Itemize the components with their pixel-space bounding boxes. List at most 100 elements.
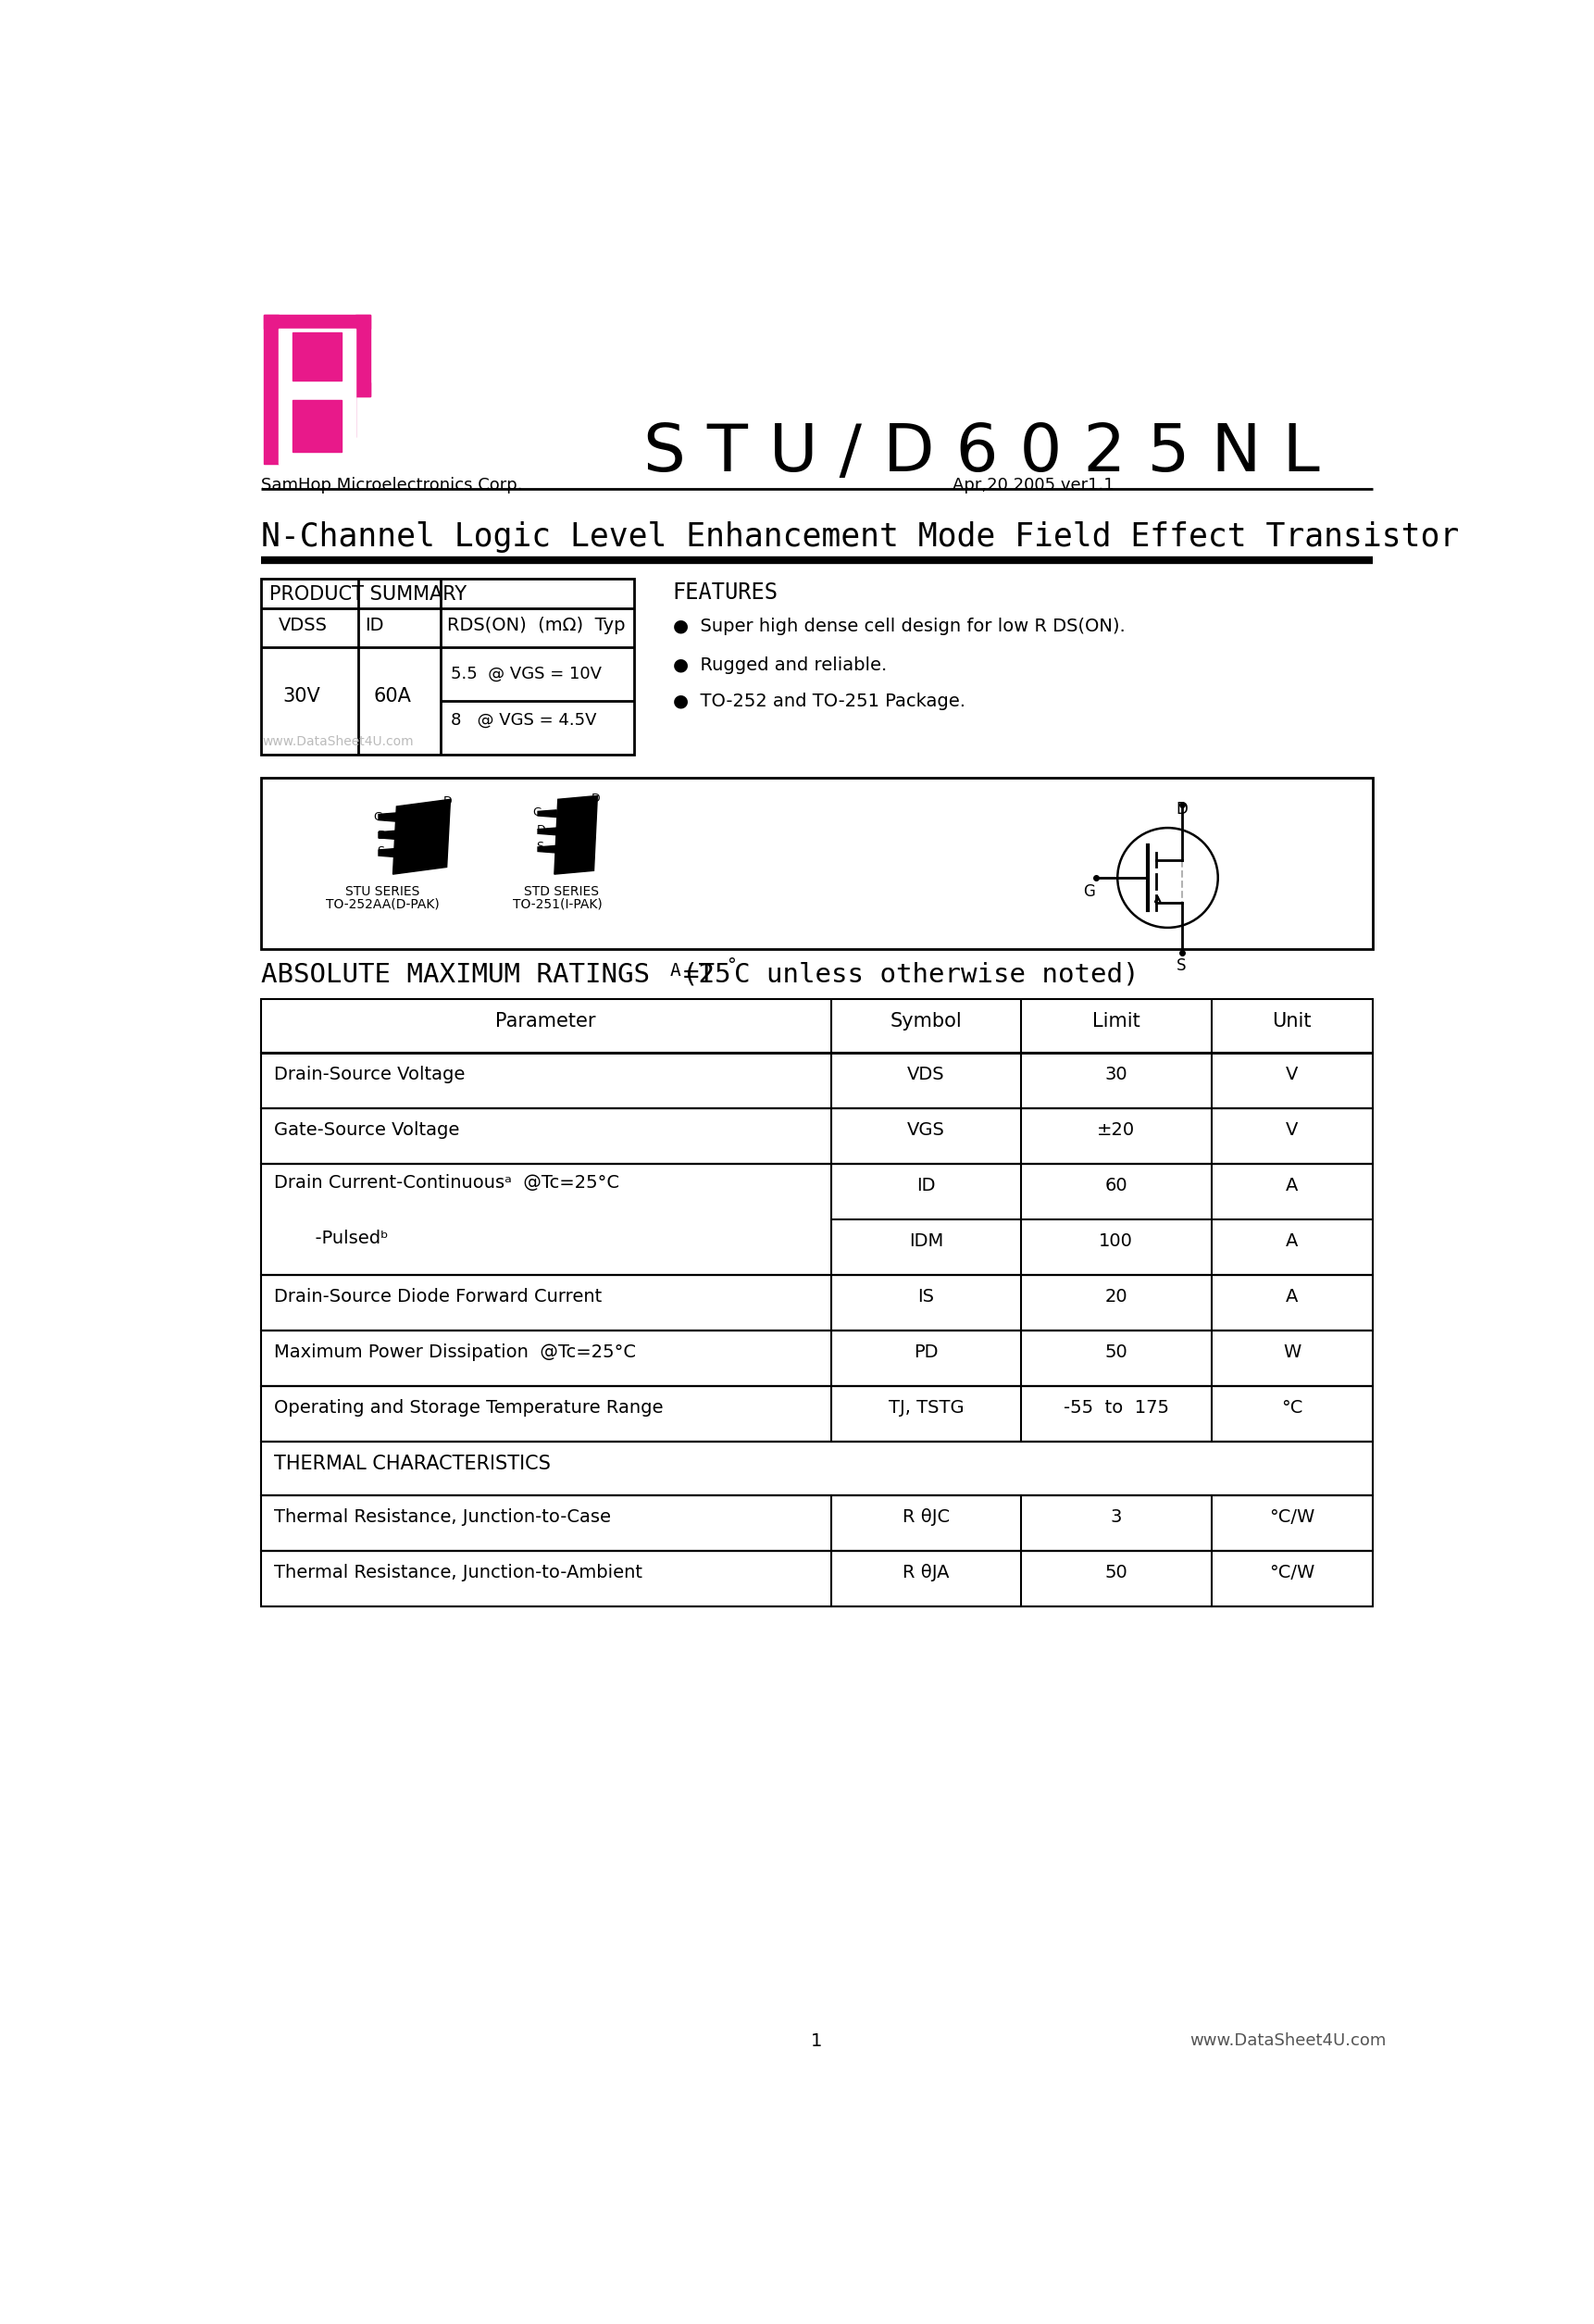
Text: Drain-Source Diode Forward Current: Drain-Source Diode Forward Current — [274, 1287, 603, 1306]
Text: www.DataSheet4U.com: www.DataSheet4U.com — [263, 734, 414, 748]
Text: Drain Current-Continuousᵃ  @Tc=25°C: Drain Current-Continuousᵃ @Tc=25°C — [274, 1174, 618, 1192]
Text: °: ° — [725, 957, 736, 974]
Text: THERMAL CHARACTERISTICS: THERMAL CHARACTERISTICS — [274, 1455, 550, 1473]
Text: S: S — [537, 841, 544, 853]
Bar — [293, 328, 355, 379]
Text: °C/W: °C/W — [1269, 1564, 1315, 1580]
Text: ±20: ±20 — [1097, 1120, 1135, 1139]
Text: Drain-Source Voltage: Drain-Source Voltage — [274, 1064, 465, 1083]
Text: A: A — [669, 962, 681, 978]
Bar — [355, 314, 370, 397]
Text: ID: ID — [365, 616, 384, 634]
Text: Thermal Resistance, Junction-to-Case: Thermal Resistance, Junction-to-Case — [274, 1508, 611, 1525]
Text: A: A — [1286, 1232, 1298, 1250]
Text: ●  Super high dense cell design for low R DS(ON).: ● Super high dense cell design for low R… — [673, 618, 1125, 634]
Text: STD SERIES: STD SERIES — [524, 885, 599, 897]
Polygon shape — [537, 811, 556, 818]
Text: 60A: 60A — [373, 686, 411, 704]
Text: Limit: Limit — [1092, 1011, 1140, 1030]
Bar — [261, 1276, 1372, 1329]
Bar — [293, 381, 370, 397]
Text: PD: PD — [913, 1343, 939, 1362]
Bar — [293, 390, 355, 437]
Text: RDS(ON)  (mΩ)  Typ: RDS(ON) (mΩ) Typ — [448, 616, 626, 634]
Text: Gate-Source Voltage: Gate-Source Voltage — [274, 1120, 459, 1139]
Text: °C/W: °C/W — [1269, 1508, 1315, 1525]
Bar — [261, 1164, 1372, 1276]
Text: 60: 60 — [1105, 1176, 1127, 1195]
Text: 100: 100 — [1098, 1232, 1133, 1250]
Bar — [261, 1441, 1372, 1494]
Text: VGS: VGS — [907, 1120, 945, 1139]
Polygon shape — [537, 846, 556, 853]
Text: ID: ID — [917, 1176, 936, 1195]
Text: G: G — [373, 811, 383, 823]
Text: V: V — [1286, 1120, 1298, 1139]
Polygon shape — [394, 799, 451, 874]
Text: TO-252AA(D-PAK): TO-252AA(D-PAK) — [325, 897, 438, 911]
Text: TO-251(I-PAK): TO-251(I-PAK) — [513, 897, 603, 911]
Text: Apr,20 2005 ver1.1: Apr,20 2005 ver1.1 — [953, 476, 1114, 493]
Polygon shape — [555, 795, 598, 874]
Text: W: W — [1283, 1343, 1301, 1362]
Text: FEATURES: FEATURES — [673, 581, 778, 604]
Bar — [261, 579, 634, 755]
Text: IS: IS — [918, 1287, 934, 1306]
Bar — [261, 1053, 1372, 1109]
Text: ●  TO-252 and TO-251 Package.: ● TO-252 and TO-251 Package. — [673, 693, 966, 709]
Bar — [261, 1494, 1372, 1550]
Text: 30: 30 — [1105, 1064, 1127, 1083]
Text: Operating and Storage Temperature Range: Operating and Storage Temperature Range — [274, 1399, 663, 1418]
Bar — [261, 1550, 1372, 1606]
Text: 50: 50 — [1105, 1564, 1127, 1580]
Text: Parameter: Parameter — [496, 1011, 596, 1030]
Text: S: S — [1176, 957, 1186, 974]
Text: ●  Rugged and reliable.: ● Rugged and reliable. — [673, 658, 886, 674]
Text: SamHop Microelectronics Corp.: SamHop Microelectronics Corp. — [261, 476, 523, 493]
Text: D: D — [443, 795, 453, 809]
Bar — [265, 314, 370, 328]
Bar — [261, 1329, 1372, 1385]
Text: °C: °C — [1282, 1399, 1302, 1418]
Text: D: D — [591, 792, 599, 804]
Bar — [261, 999, 1372, 1053]
Bar — [265, 314, 279, 465]
Text: R θJC: R θJC — [902, 1508, 950, 1525]
Text: Symbol: Symbol — [889, 1011, 961, 1030]
Text: D: D — [378, 830, 386, 841]
Polygon shape — [379, 830, 397, 839]
Text: S: S — [378, 846, 384, 858]
Bar — [293, 400, 341, 451]
Text: R θJA: R θJA — [902, 1564, 950, 1580]
Text: Unit: Unit — [1272, 1011, 1312, 1030]
Bar — [261, 1109, 1372, 1164]
Polygon shape — [537, 827, 556, 834]
Text: 3: 3 — [1111, 1508, 1122, 1525]
Text: TJ, TSTG: TJ, TSTG — [888, 1399, 964, 1418]
Text: A: A — [1286, 1287, 1298, 1306]
Text: -Pulsedᵇ: -Pulsedᵇ — [304, 1229, 389, 1248]
Text: N-Channel Logic Level Enhancement Mode Field Effect Transistor: N-Channel Logic Level Enhancement Mode F… — [261, 521, 1459, 553]
Text: VDS: VDS — [907, 1064, 945, 1083]
Text: 5.5  @ VGS = 10V: 5.5 @ VGS = 10V — [451, 665, 603, 681]
Bar — [293, 332, 341, 381]
Polygon shape — [379, 813, 397, 820]
Polygon shape — [379, 848, 397, 858]
Text: G: G — [1082, 883, 1095, 899]
Text: 8   @ VGS = 4.5V: 8 @ VGS = 4.5V — [451, 711, 596, 727]
Text: 50: 50 — [1105, 1343, 1127, 1362]
Bar — [261, 1385, 1372, 1441]
Text: Maximum Power Dissipation  @Tc=25°C: Maximum Power Dissipation @Tc=25°C — [274, 1343, 636, 1362]
Text: S T U / D 6 0 2 5 N L: S T U / D 6 0 2 5 N L — [623, 421, 1320, 486]
Text: 20: 20 — [1105, 1287, 1127, 1306]
Text: -55  to  175: -55 to 175 — [1063, 1399, 1168, 1418]
Text: VDSS: VDSS — [279, 616, 328, 634]
Text: C unless otherwise noted): C unless otherwise noted) — [735, 962, 1140, 988]
Text: PRODUCT SUMMARY: PRODUCT SUMMARY — [269, 586, 467, 604]
Text: STU SERIES: STU SERIES — [344, 885, 419, 897]
Text: ABSOLUTE MAXIMUM RATINGS  (T: ABSOLUTE MAXIMUM RATINGS (T — [261, 962, 714, 988]
Text: www.DataSheet4U.com: www.DataSheet4U.com — [1189, 2034, 1385, 2050]
Bar — [261, 779, 1372, 948]
Text: V: V — [1286, 1064, 1298, 1083]
Text: 1: 1 — [811, 2034, 823, 2050]
